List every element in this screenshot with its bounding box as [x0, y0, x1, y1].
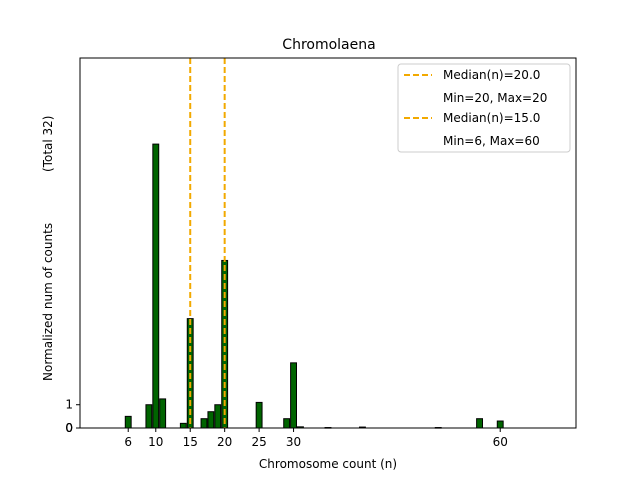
bar-n-14 [179, 422, 187, 429]
legend-box [397, 63, 571, 153]
x-tick-label-20: 20 [217, 435, 232, 449]
median-lines [189, 58, 226, 428]
bar-n-17 [200, 418, 208, 429]
x-tick-label-6: 6 [124, 435, 132, 449]
x-tick-label-30: 30 [286, 435, 301, 449]
y-tick-label-1: 0 [65, 421, 73, 435]
bar-n-6 [124, 415, 132, 429]
x-tick-label-25: 25 [251, 435, 266, 449]
x-tick-label-60: 60 [493, 435, 508, 449]
bar-n-9 [145, 404, 153, 429]
x-tick-label-10: 10 [148, 435, 163, 449]
bar-n-60 [496, 420, 504, 429]
y-tick-label-0: 0 [65, 421, 73, 435]
bar-n-11 [159, 398, 167, 429]
y-axis-label: Normalized num of counts [41, 223, 55, 381]
x-axis-label: Chromosome count (n) [259, 457, 397, 471]
bar-n-18 [207, 411, 215, 429]
bar-n-29 [283, 418, 291, 429]
plot-frame [79, 57, 577, 429]
bar-n-10 [152, 143, 160, 429]
legend: Median(n)=20.0 Min=20, Max=20 Median(n)=… [397, 63, 571, 153]
y-tick-label-2: 0 [65, 421, 73, 435]
bar-n-30 [290, 362, 298, 429]
bar-n-57 [476, 418, 484, 429]
bar-n-25 [255, 401, 263, 429]
x-axis-ticks: 6 10 15 20 25 30 60 [124, 428, 508, 449]
y-axis-total-note: (Total 32) [41, 116, 55, 172]
legend-median-1-range: Min=20, Max=20 [443, 91, 547, 105]
bars-layer [124, 143, 504, 429]
x-tick-label-15: 15 [183, 435, 198, 449]
chart-title: Chromolaena [282, 37, 375, 53]
y-tick-label-3: 1 [65, 398, 73, 412]
bar-n-19 [214, 404, 222, 429]
legend-median-2-range: Min=6, Max=60 [443, 134, 540, 148]
legend-median-2-label: Median(n)=15.0 [443, 111, 540, 125]
legend-median-1-label: Median(n)=20.0 [443, 68, 540, 82]
